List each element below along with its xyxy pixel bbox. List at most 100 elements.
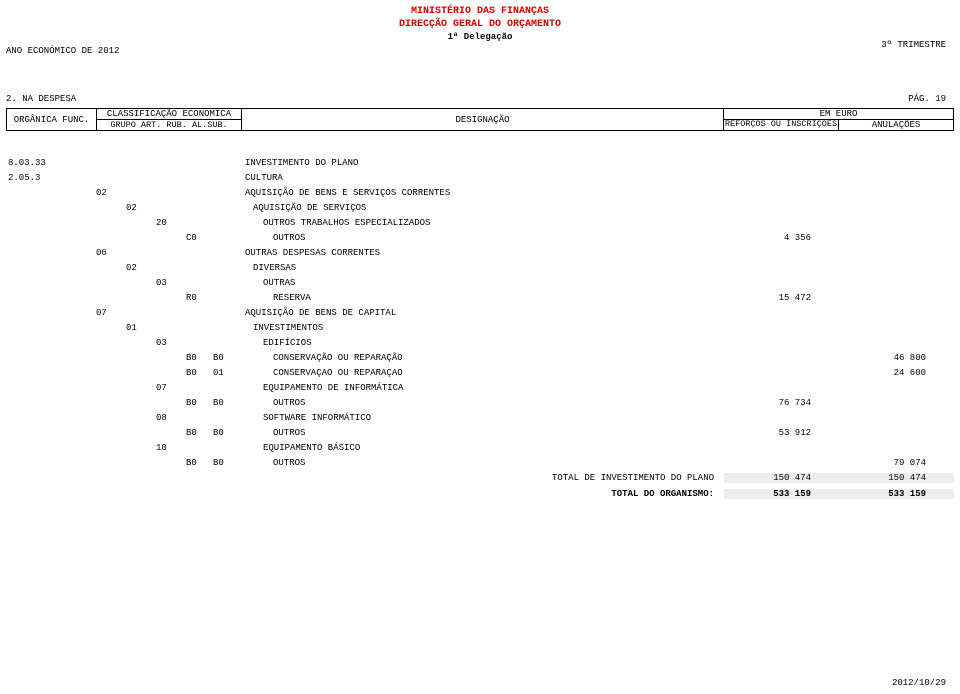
table-row: 03 OUTRAS	[6, 275, 954, 290]
cell-rub: 07	[156, 383, 186, 393]
cell-designacao: INVESTIMENTOS	[241, 323, 724, 333]
table-row: B0B0OUTROS79 074	[6, 455, 954, 470]
cell-anulacoes: 46 800	[839, 353, 954, 363]
table-row: 01 INVESTIMENTOS	[6, 320, 954, 335]
cell-al: B0	[186, 353, 213, 363]
table-row: 2.05.3 CULTURA	[6, 170, 954, 185]
ministry-title: MINISTÉRIO DAS FINANÇAS	[0, 6, 960, 17]
cell-reforcos: 4 356	[724, 233, 839, 243]
cell-designacao: OUTROS	[241, 398, 724, 408]
page-number: PÁG. 19	[908, 94, 946, 104]
total-anulacoes: 150 474	[839, 473, 954, 483]
cell-reforcos: 15 472	[724, 293, 839, 303]
cell-designacao: EQUIPAMENTO DE INFORMÁTICA	[241, 383, 724, 393]
table-row: 03 EDIFÍCIOS	[6, 335, 954, 350]
delegation-title: 1ª Delegação	[0, 32, 960, 42]
table-row: C0 OUTROS4 356	[6, 230, 954, 245]
cell-sub: B0	[213, 428, 241, 438]
table-row: 02 AQUISIÇÃO DE SERVIÇOS	[6, 200, 954, 215]
table-row: R0 RESERVA15 472	[6, 290, 954, 305]
cell-designacao: AQUISIÇÃO DE SERVIÇOS	[241, 203, 724, 213]
col-class: CLASSIFICAÇÃO ECONÓMICA	[97, 109, 242, 120]
cell-sub: B0	[213, 353, 241, 363]
table-row: 08 SOFTWARE INFORMÁTICO	[6, 410, 954, 425]
cell-grupo: 07	[96, 308, 126, 318]
cell-anulacoes: 79 074	[839, 458, 954, 468]
cell-designacao: OUTRAS DESPESAS CORRENTES	[241, 248, 724, 258]
table-row: 07 AQUISIÇÃO DE BENS DE CAPITAL	[6, 305, 954, 320]
table-row: 07 EQUIPAMENTO DE INFORMÁTICA	[6, 380, 954, 395]
total-anulacoes: 533 159	[839, 489, 954, 499]
cell-al: B0	[186, 368, 213, 378]
total-reforcos: 533 159	[724, 489, 839, 499]
report-header: MINISTÉRIO DAS FINANÇAS DIRECÇÃO GERAL D…	[0, 0, 960, 42]
cell-designacao: OUTRAS	[241, 278, 724, 288]
cell-rub: 20	[156, 218, 186, 228]
cell-art: 02	[126, 203, 156, 213]
table-row: B001CONSERVAÇAO OU REPARAÇAO 24 600	[6, 365, 954, 380]
cell-grupo: 06	[96, 248, 126, 258]
cell-art: 01	[126, 323, 156, 333]
cell-al: B0	[186, 458, 213, 468]
table-row: B0B0OUTROS53 912	[6, 425, 954, 440]
dept-title: DIRECÇÃO GERAL DO ORÇAMENTO	[0, 19, 960, 30]
cell-rub: 10	[156, 443, 186, 453]
cell-art: 02	[126, 263, 156, 273]
cell-designacao: INVESTIMENTO DO PLANO	[241, 158, 724, 168]
total-reforcos: 150 474	[724, 473, 839, 483]
cell-sub: B0	[213, 398, 241, 408]
col-reforcos: REFORÇOS OU INSCRIÇÕES	[724, 120, 839, 131]
cell-designacao: CONSERVAÇÃO OU REPARAÇÃO	[241, 353, 724, 363]
cell-designacao: DIVERSAS	[241, 263, 724, 273]
cell-reforcos: 76 734	[724, 398, 839, 408]
col-designacao: DESIGNAÇÃO	[242, 109, 724, 131]
cell-sub: B0	[213, 458, 241, 468]
cell-designacao: EDIFÍCIOS	[241, 338, 724, 348]
cell-al: R0	[186, 293, 213, 303]
fiscal-year-label: ANO ECONÓMICO DE 2012	[6, 46, 119, 56]
cell-designacao: AQUISIÇÃO DE BENS DE CAPITAL	[241, 308, 724, 318]
table-row: 06 OUTRAS DESPESAS CORRENTES	[6, 245, 954, 260]
cell-designacao: CULTURA	[241, 173, 724, 183]
cell-grupo: 02	[96, 188, 126, 198]
col-em-euro: EM EURO	[724, 109, 954, 120]
table-row: 20 OUTROS TRABALHOS ESPECIALIZADOS	[6, 215, 954, 230]
table-row: 02 AQUISIÇÃO DE BENS E SERVIÇOS CORRENTES	[6, 185, 954, 200]
footer-date: 2012/10/29	[892, 678, 946, 688]
col-anulacoes: ANULAÇÕES	[839, 120, 954, 131]
cell-rub: 08	[156, 413, 186, 423]
table-body: 8.03.33 INVESTIMENTO DO PLANO 2.05.3 CULTU…	[6, 155, 954, 502]
table-row: 8.03.33 INVESTIMENTO DO PLANO	[6, 155, 954, 170]
cell-rub: 03	[156, 338, 186, 348]
table-row: 10 EQUIPAMENTO BÁSICO	[6, 440, 954, 455]
cell-anulacoes: 24 600	[839, 368, 954, 378]
cell-designacao: CONSERVAÇAO OU REPARAÇAO	[241, 368, 724, 378]
cell-designacao: AQUISIÇÃO DE BENS E SERVIÇOS CORRENTES	[241, 188, 724, 198]
total-row: TOTAL DE INVESTIMENTO DO PLANO150 474150…	[6, 470, 954, 486]
section-label: 2. NA DESPESA	[6, 94, 76, 104]
table-row: 02 DIVERSAS	[6, 260, 954, 275]
cell-organica: 8.03.33	[6, 158, 96, 168]
cell-designacao: SOFTWARE INFORMÁTICO	[241, 413, 724, 423]
cell-designacao: RESERVA	[241, 293, 724, 303]
cell-designacao: OUTROS	[241, 458, 724, 468]
table-header-box: ORGÂNICA FUNC. CLASSIFICAÇÃO ECONÓMICA D…	[6, 108, 954, 131]
table-row: B0B0OUTROS76 734	[6, 395, 954, 410]
cell-reforcos: 53 912	[724, 428, 839, 438]
cell-organica: 2.05.3	[6, 173, 96, 183]
cell-sub: 01	[213, 368, 241, 378]
cell-al: B0	[186, 398, 213, 408]
cell-al: C0	[186, 233, 213, 243]
table-row: B0B0CONSERVAÇÃO OU REPARAÇÃO46 800	[6, 350, 954, 365]
cell-designacao: EQUIPAMENTO BÁSICO	[241, 443, 724, 453]
col-grupo-line: GRUPO ART. RUB. AL.SUB.	[97, 120, 242, 131]
col-organica: ORGÂNICA FUNC.	[7, 109, 97, 131]
header-table: ORGÂNICA FUNC. CLASSIFICAÇÃO ECONÓMICA D…	[6, 108, 954, 131]
quarter-label: 3º TRIMESTRE	[881, 40, 946, 50]
cell-designacao: OUTROS	[241, 233, 724, 243]
cell-rub: 03	[156, 278, 186, 288]
total-label: TOTAL DO ORGANISMO:	[6, 489, 724, 499]
total-row: TOTAL DO ORGANISMO:533 159533 159	[6, 486, 954, 502]
total-label: TOTAL DE INVESTIMENTO DO PLANO	[6, 473, 724, 483]
cell-designacao: OUTROS TRABALHOS ESPECIALIZADOS	[241, 218, 724, 228]
